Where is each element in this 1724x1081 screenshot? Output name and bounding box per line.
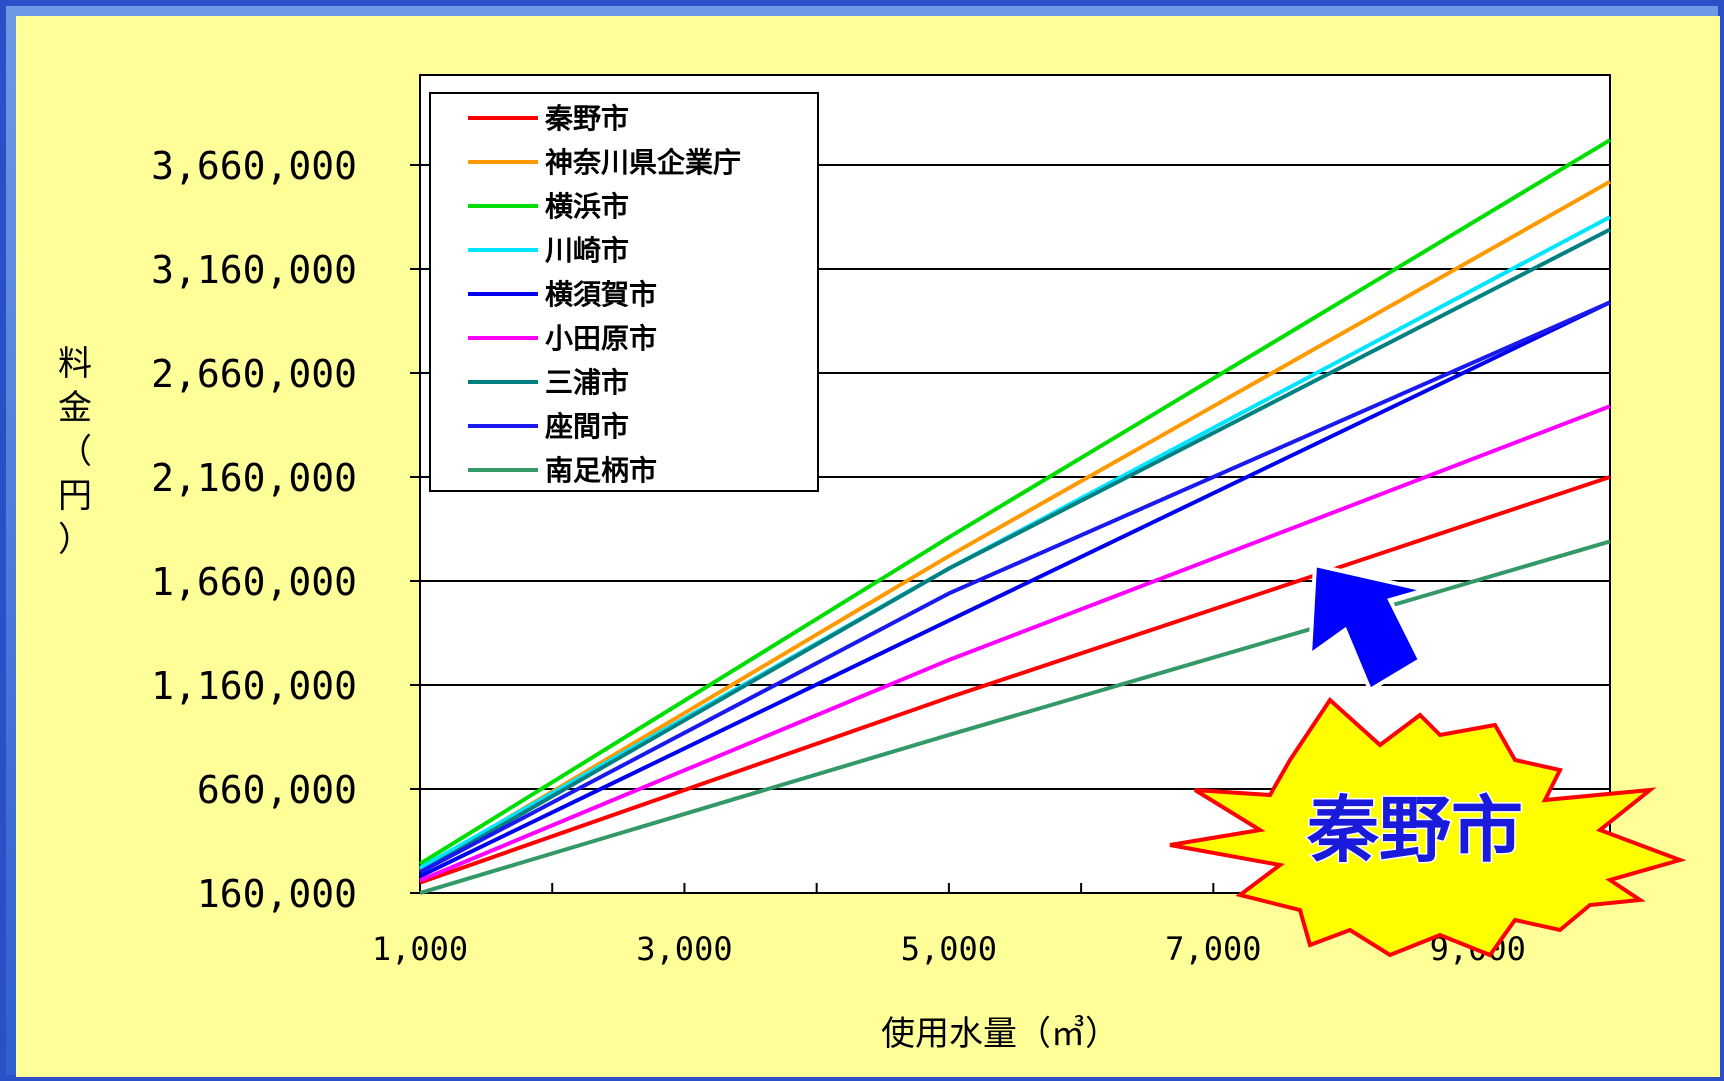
y-tick-label: 3,160,000 [151, 248, 357, 292]
y-tick-marks [410, 164, 420, 894]
y-tick-labels: 160,000 660,000 1,160,000 1,660,000 2,160,00… [151, 144, 357, 916]
y-tick-label: 2,160,000 [151, 456, 357, 500]
series-line [419, 404, 1611, 883]
series-lines [418, 138, 1612, 895]
callout-label: 秦野市 [1306, 788, 1523, 872]
legend-label: 三浦市 [545, 366, 629, 399]
series-line [419, 227, 1611, 874]
x-tick-label: 7,000 [1165, 930, 1261, 968]
arrow-icon [1307, 562, 1426, 693]
legend-label: 川崎市 [545, 234, 629, 267]
x-tick-label: 1,000 [372, 930, 468, 968]
y-axis-title: 料金（円） [58, 344, 92, 560]
series-line [418, 138, 1612, 866]
y-tick-label: 660,000 [197, 768, 357, 812]
y-tick-label: 160,000 [197, 872, 357, 916]
series-line [419, 300, 1611, 879]
y-tick-label: 2,660,000 [151, 352, 357, 396]
series-line [419, 475, 1611, 885]
legend-label: 横浜市 [545, 190, 629, 223]
legend-label: 南足柄市 [545, 454, 657, 487]
starburst-shape [1169, 696, 1687, 958]
y-tick-label: 3,660,000 [151, 144, 357, 188]
legend-label: 小田原市 [545, 322, 657, 355]
legend-label: 座間市 [545, 410, 629, 443]
y-tick-label: 1,660,000 [151, 560, 357, 604]
x-axis-title: 使用水量（㎥） [881, 1014, 1119, 1054]
legend-label: 横須賀市 [545, 278, 657, 311]
y-tick-label: 1,160,000 [151, 664, 357, 708]
x-tick-label: 5,000 [901, 930, 997, 968]
series-line [418, 179, 1611, 872]
legend-label: 神奈川県企業庁 [545, 146, 741, 179]
x-tick-label: 3,000 [636, 930, 732, 968]
series-line [419, 300, 1611, 874]
callout: 秦野市 [1169, 562, 1687, 958]
legend-label: 秦野市 [544, 102, 629, 135]
